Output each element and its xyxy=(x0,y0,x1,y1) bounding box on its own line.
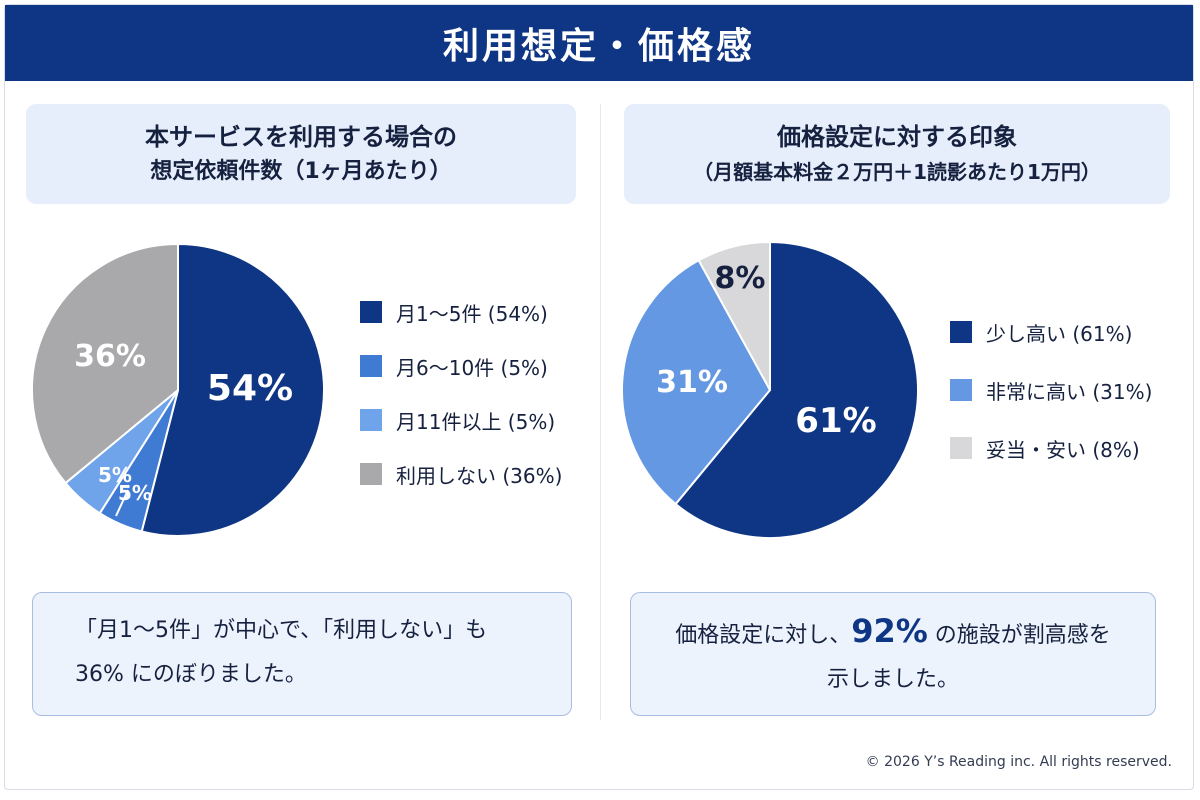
right-summary-highlight: 92% xyxy=(851,612,928,650)
legend-label: 利用しない (36%) xyxy=(396,463,563,488)
legend-swatch xyxy=(360,301,382,323)
legend-item: 月6～10件 (5%) xyxy=(360,352,562,380)
right-panel-title: 価格設定に対する印象 （月額基本料金２万円＋1読影あたり1万円） xyxy=(624,104,1170,204)
legend-label: 月6～10件 (5%) xyxy=(396,355,548,380)
page-title: 利用想定・価格感 xyxy=(442,26,755,67)
left-panel-title: 本サービスを利用する場合の 想定依頼件数（1ヶ月あたり） xyxy=(26,104,576,204)
slice-data-label: 31% xyxy=(656,365,728,400)
slice-data-label: 5% xyxy=(98,463,132,487)
left-title-line2: 想定依頼件数（1ヶ月あたり） xyxy=(150,159,452,184)
legend-swatch xyxy=(950,379,972,401)
legend-swatch xyxy=(360,355,382,377)
legend-label: 月11件以上 (5%) xyxy=(396,409,556,434)
legend-item: 月1～5件 (54%) xyxy=(360,298,562,326)
slice-data-label: 8% xyxy=(715,261,766,296)
legend-item: 妥当・安い (8%) xyxy=(950,434,1152,462)
legend-label: 妥当・安い (8%) xyxy=(986,437,1140,462)
panel-divider xyxy=(600,104,601,720)
slice-data-label: 5% xyxy=(118,481,152,505)
right-title-line1: 価格設定に対する印象 xyxy=(777,123,1017,151)
pie-slice-1 xyxy=(674,240,919,539)
left-summary-line1: 「月1～5件」が中心で、「利用しない」も xyxy=(75,618,488,643)
legend-item: 非常に高い (31%) xyxy=(950,376,1152,404)
label-leader-line xyxy=(115,489,129,517)
pie-slice-1 xyxy=(140,242,325,537)
legend-swatch xyxy=(360,409,382,431)
legend-swatch xyxy=(950,437,972,459)
left-summary-box: 「月1～5件」が中心で、「利用しない」も 36% にのぼりました。 xyxy=(32,592,572,716)
copyright-text: © 2026 Y’s Reading inc. All rights reser… xyxy=(865,754,1172,770)
page-header: 利用想定・価格感 xyxy=(5,5,1193,81)
slice-data-label: 36% xyxy=(74,339,146,374)
right-summary-post: の施設が割高感を xyxy=(927,623,1111,648)
legend-label: 少し高い (61%) xyxy=(986,321,1133,346)
right-summary-pre: 価格設定に対し、 xyxy=(675,623,852,648)
legend-item: 少し高い (61%) xyxy=(950,318,1152,346)
slice-data-label: 54% xyxy=(207,368,293,409)
legend-swatch xyxy=(360,463,382,485)
left-title-line1: 本サービスを利用する場合の xyxy=(145,123,457,151)
pie-slice-4 xyxy=(31,242,179,485)
legend-item: 月11件以上 (5%) xyxy=(360,406,562,434)
legend-swatch xyxy=(950,321,972,343)
usage-pie-chart: 54% 5%5% 36% xyxy=(31,242,325,537)
left-summary-line2: 36% にのぼりました。 xyxy=(75,662,307,687)
right-title-line2: （月額基本料金２万円＋1読影あたり1万円） xyxy=(693,160,1101,184)
price-legend: 少し高い (61%) 非常に高い (31%) 妥当・安い (8%) xyxy=(950,318,1152,492)
price-impression-pie-chart: 61% 31% 8% xyxy=(621,240,919,539)
pie-slice-3 xyxy=(697,240,771,391)
slice-data-label: 61% xyxy=(795,401,876,441)
usage-legend: 月1～5件 (54%) 月6～10件 (5%) 月11件以上 (5%) 利用しない (… xyxy=(360,298,562,514)
right-summary-line1: 価格設定に対し、92% の施設が割高感を xyxy=(631,609,1155,658)
pie-slice-2 xyxy=(621,258,772,506)
right-summary-box: 価格設定に対し、92% の施設が割高感を 示しました。 xyxy=(630,592,1156,716)
legend-label: 非常に高い (31%) xyxy=(986,379,1153,404)
legend-label: 月1～5件 (54%) xyxy=(396,301,548,326)
right-summary-line2: 示しました。 xyxy=(826,667,959,692)
legend-item: 利用しない (36%) xyxy=(360,460,562,488)
